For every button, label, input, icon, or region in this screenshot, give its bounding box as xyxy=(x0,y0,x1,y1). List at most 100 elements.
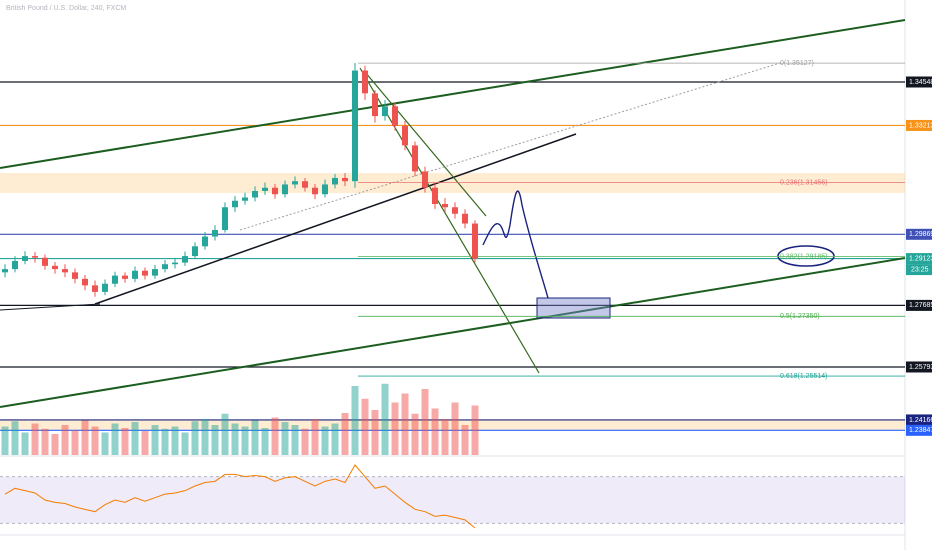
candle-body xyxy=(302,181,308,188)
drawings xyxy=(0,19,906,408)
candle-body xyxy=(62,269,68,273)
candle-body xyxy=(372,93,378,117)
volume-bar xyxy=(151,425,159,455)
candle-body xyxy=(442,203,448,208)
candle-body xyxy=(142,270,148,276)
channel-line xyxy=(359,67,540,374)
volume-bar xyxy=(441,419,449,455)
candle-body xyxy=(212,230,218,237)
price-label-box xyxy=(906,414,932,426)
fib-label: 0.236(1.31456) xyxy=(780,179,827,186)
candle-body xyxy=(402,125,408,146)
volume-bar xyxy=(291,425,299,455)
volume-bar xyxy=(281,422,289,455)
volume-bar xyxy=(341,413,349,455)
candle-body xyxy=(352,70,358,182)
rsi-line xyxy=(4,464,476,529)
candle-body xyxy=(462,213,468,224)
candle-body xyxy=(232,200,238,208)
volume-bar xyxy=(211,425,219,455)
trendline xyxy=(94,133,577,305)
volume-bar xyxy=(361,398,369,455)
volume xyxy=(1,383,479,455)
price-label: 1.29123 xyxy=(909,255,932,262)
volume-bar xyxy=(421,389,429,455)
volume-bar xyxy=(261,428,269,455)
candle-body xyxy=(272,187,278,195)
candle-body xyxy=(312,187,318,195)
candle-body xyxy=(52,265,58,270)
volume-bar xyxy=(11,421,19,455)
candle-body xyxy=(112,275,118,284)
fib-label: 0.618(1.25514) xyxy=(780,373,827,380)
projection xyxy=(482,190,549,299)
candle-body xyxy=(92,285,98,292)
volume-bar xyxy=(431,408,439,455)
price-label: 1.25793 xyxy=(909,364,932,371)
price-label: 1.34548 xyxy=(909,79,932,86)
candle-body xyxy=(382,106,388,117)
volume-bar xyxy=(321,426,329,455)
chart-title: British Pound / U.S. Dollar, 240, FXCM xyxy=(6,5,126,12)
volume-bar xyxy=(241,426,249,455)
volume-bar xyxy=(131,422,139,455)
price-label: 1.29869 xyxy=(909,231,932,238)
volume-bar xyxy=(91,426,99,455)
candle-body xyxy=(192,246,198,257)
candle-body xyxy=(72,272,78,279)
trendline xyxy=(0,303,101,311)
volume-bar xyxy=(461,425,469,455)
candle-body xyxy=(242,197,248,201)
candle-body xyxy=(32,256,38,258)
candles xyxy=(2,63,478,297)
candle-body xyxy=(152,269,158,276)
candle-body xyxy=(162,264,168,270)
candle-body xyxy=(472,223,478,259)
volume-bar xyxy=(71,430,79,455)
volume-bar xyxy=(121,428,129,455)
volume-bar xyxy=(451,402,459,455)
volume-bar xyxy=(41,428,49,455)
channel-line xyxy=(364,71,487,217)
fib-label: 0(1.35127) xyxy=(780,60,814,67)
volume-bar xyxy=(251,420,259,455)
candle-body xyxy=(42,257,48,266)
trendline xyxy=(0,19,906,169)
price-label-box xyxy=(906,424,932,436)
volume-bar xyxy=(161,428,169,455)
candle-body xyxy=(412,145,418,172)
candle-body xyxy=(252,190,258,198)
candle-body xyxy=(432,187,438,204)
price-label: 1.27685 xyxy=(909,302,932,309)
candle-body xyxy=(172,262,178,265)
volume-bar xyxy=(101,432,109,455)
volume-bar xyxy=(51,434,59,455)
volume-bar xyxy=(181,432,189,455)
volume-bar xyxy=(311,419,319,455)
candle-body xyxy=(342,177,348,182)
candle-body xyxy=(422,171,428,188)
volume-bar xyxy=(201,419,209,455)
countdown: 23:25 xyxy=(911,266,929,273)
volume-bar xyxy=(111,423,119,455)
volume-bar xyxy=(381,383,389,455)
volume-bar xyxy=(81,420,89,455)
volume-bar xyxy=(31,423,39,455)
price-label-box xyxy=(906,76,932,88)
candle-body xyxy=(452,207,458,214)
highlight xyxy=(777,245,835,267)
price-label-box xyxy=(906,119,932,131)
candle-body xyxy=(2,269,8,273)
price-label-box xyxy=(906,228,932,240)
price-label-box xyxy=(906,361,932,373)
fib-label: 0.5(1.27350) xyxy=(780,313,820,320)
candle-body xyxy=(292,181,298,185)
candle-body xyxy=(22,256,28,261)
candle-body xyxy=(182,256,188,263)
volume-bar xyxy=(21,432,29,455)
price-axis: 1.34548 1.33213 1.29869 1.29123 1.27685 1.257… xyxy=(906,76,932,436)
volume-bar xyxy=(191,421,199,455)
rsi-band xyxy=(0,476,905,524)
price-label-box xyxy=(906,299,932,311)
